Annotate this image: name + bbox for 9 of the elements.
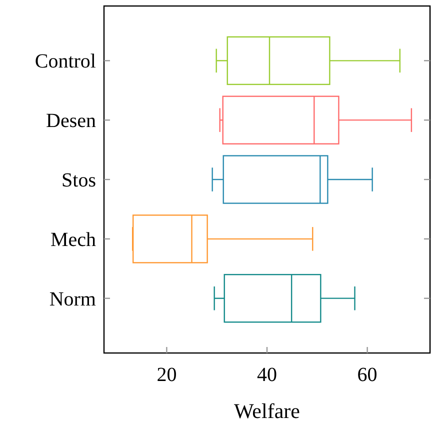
x-axis-title: Welfare — [234, 399, 300, 423]
x-tick-label: 40 — [257, 364, 277, 386]
y-tick-label: Mech — [50, 228, 96, 251]
y-tick-label: Desen — [46, 110, 96, 132]
y-tick-label: Norm — [49, 288, 96, 310]
y-tick-label: Control — [34, 50, 96, 73]
x-tick-label: 20 — [156, 364, 177, 386]
y-tick-label: Stos — [62, 170, 96, 192]
x-tick-label: 60 — [357, 364, 378, 386]
